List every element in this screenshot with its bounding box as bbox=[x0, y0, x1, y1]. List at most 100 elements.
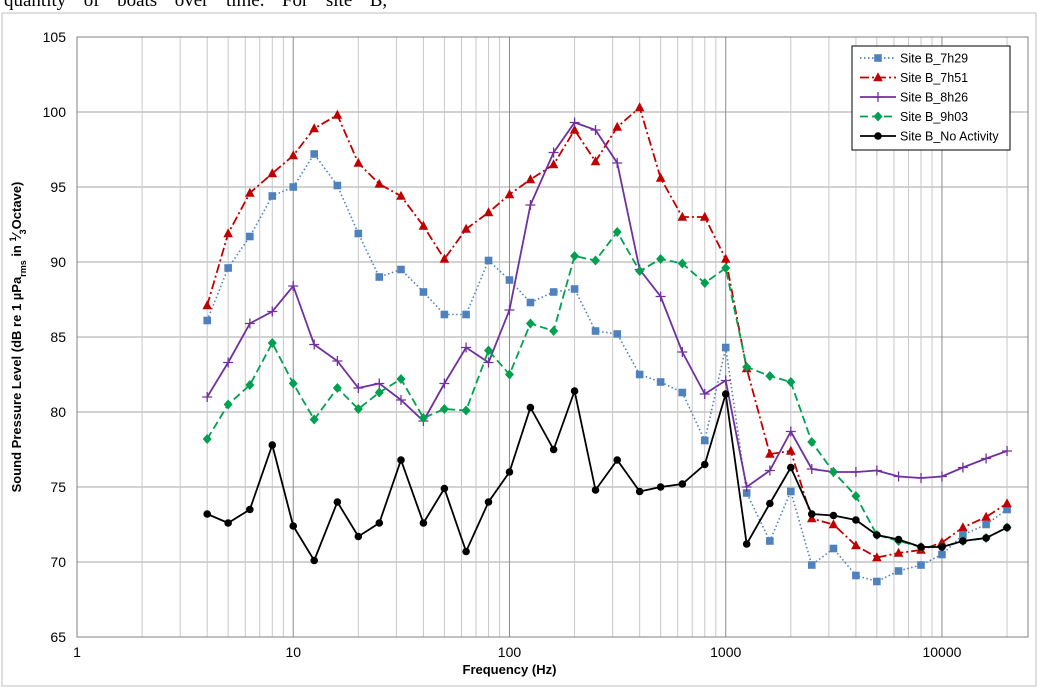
data-point-diamond bbox=[418, 413, 428, 423]
data-point-triangle bbox=[655, 172, 666, 182]
data-point-square bbox=[570, 285, 579, 293]
series-line bbox=[206, 152, 1008, 583]
data-point-triangle bbox=[267, 168, 278, 178]
data-point-circle bbox=[635, 487, 644, 496]
data-point-square bbox=[873, 577, 881, 586]
data-point-triangle bbox=[828, 519, 839, 529]
data-point-square bbox=[635, 370, 644, 379]
data-point-circle bbox=[807, 510, 816, 518]
data-point-triangle bbox=[309, 123, 319, 133]
data-point-triangle bbox=[720, 253, 731, 263]
y-axis-label-frac-den: 3 bbox=[18, 229, 28, 234]
data-point-plus bbox=[504, 305, 515, 315]
data-point-circle bbox=[203, 510, 211, 518]
data-point-plus bbox=[332, 356, 343, 366]
data-point-triangle bbox=[765, 448, 775, 458]
data-point-triangle bbox=[245, 187, 255, 197]
data-point-triangle bbox=[786, 445, 796, 455]
data-point-diamond bbox=[202, 434, 212, 444]
data-point-circle bbox=[419, 519, 428, 527]
data-point-triangle bbox=[612, 121, 623, 131]
data-point-circle bbox=[678, 480, 687, 488]
data-point-plus bbox=[764, 465, 775, 476]
data-point-triangle bbox=[851, 540, 861, 550]
data-point-circle bbox=[742, 540, 751, 548]
x-tick-label: 1000 bbox=[710, 644, 741, 660]
data-point-triangle bbox=[958, 522, 968, 532]
data-point-circle bbox=[656, 483, 665, 491]
data-point-triangle bbox=[332, 109, 343, 119]
data-point-square bbox=[982, 520, 990, 529]
series-group bbox=[202, 102, 1013, 586]
data-point-plus bbox=[677, 347, 688, 357]
legend-label: Site B_7h29 bbox=[900, 52, 968, 66]
data-point-diamond bbox=[374, 387, 384, 398]
data-point-square bbox=[549, 288, 558, 296]
data-point-square bbox=[917, 561, 925, 569]
data-point-diamond bbox=[504, 369, 514, 380]
data-point-plus bbox=[202, 392, 213, 402]
data-point-circle bbox=[591, 486, 600, 494]
data-point-square bbox=[310, 150, 318, 158]
data-point-plus bbox=[612, 158, 623, 168]
y-tick-label: 75 bbox=[50, 479, 66, 495]
y-tick-label: 95 bbox=[50, 179, 66, 195]
data-point-triangle bbox=[634, 102, 645, 112]
data-point-square bbox=[375, 273, 384, 281]
data-point-square bbox=[440, 310, 449, 319]
series-1 bbox=[203, 150, 1011, 586]
data-point-plus bbox=[267, 306, 278, 317]
data-point-plus bbox=[288, 281, 299, 291]
data-point-square bbox=[874, 54, 882, 62]
data-point-circle bbox=[766, 499, 774, 508]
series-5 bbox=[203, 387, 1011, 565]
data-point-triangle bbox=[590, 156, 601, 166]
data-point-triangle bbox=[202, 300, 212, 310]
data-point-triangle bbox=[937, 537, 947, 547]
data-point-plus bbox=[483, 357, 494, 368]
data-point-plus bbox=[741, 482, 752, 492]
y-axis-ticks: 65 70 75 80 85 90 95 100 105 bbox=[43, 29, 67, 645]
data-point-diamond bbox=[461, 405, 471, 416]
data-point-diamond bbox=[267, 338, 277, 348]
data-point-square bbox=[721, 343, 730, 352]
y-tick-label: 105 bbox=[43, 29, 67, 45]
data-point-triangle bbox=[525, 174, 536, 184]
data-point-square bbox=[224, 264, 232, 272]
data-point-plus bbox=[223, 357, 234, 368]
legend-label: Site B_8h26 bbox=[900, 91, 968, 105]
data-point-circle bbox=[505, 468, 514, 476]
data-point-plus bbox=[461, 342, 472, 353]
data-point-square bbox=[354, 229, 363, 238]
data-point-triangle bbox=[893, 547, 904, 557]
data-point-square bbox=[678, 388, 687, 397]
data-point-square bbox=[397, 265, 405, 274]
data-point-plus bbox=[590, 125, 601, 135]
data-point-diamond bbox=[288, 378, 298, 389]
data-point-circle bbox=[894, 535, 903, 544]
data-point-triangle bbox=[439, 253, 450, 263]
y-axis-label-frac-slash: ⁄ bbox=[9, 232, 24, 240]
data-point-plus bbox=[548, 147, 559, 158]
data-point-diamond bbox=[807, 437, 817, 447]
data-point-plus bbox=[525, 200, 536, 210]
data-point-diamond bbox=[570, 251, 580, 261]
data-point-square bbox=[787, 487, 795, 496]
legend-label: Site B_7h51 bbox=[900, 71, 968, 85]
data-point-square bbox=[526, 298, 535, 307]
data-point-circle bbox=[549, 445, 558, 454]
data-point-diamond bbox=[677, 258, 687, 269]
data-point-circle bbox=[354, 532, 363, 541]
data-point-triangle bbox=[288, 150, 299, 160]
legend: Site B_7h29 Site B_7h51 Site B_8h26 Site B_… bbox=[851, 45, 1011, 151]
data-point-circle bbox=[289, 522, 298, 530]
y-axis-label-end: Octave) bbox=[9, 182, 24, 230]
data-point-square bbox=[656, 378, 665, 386]
data-point-circle bbox=[246, 505, 254, 514]
data-point-square bbox=[613, 330, 622, 338]
data-point-plus bbox=[850, 467, 861, 477]
data-point-plus bbox=[915, 473, 926, 483]
data-point-circle bbox=[570, 387, 579, 395]
data-point-circle bbox=[224, 519, 232, 527]
